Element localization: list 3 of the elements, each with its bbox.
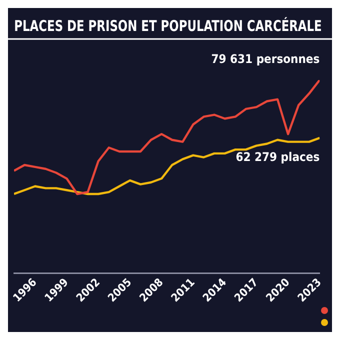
- annotation: 79 631 personnes: [211, 52, 320, 66]
- chart-title: PLACES DE PRISON ET POPULATION CARCÉRALE: [14, 16, 322, 36]
- annotation: 62 279 places: [236, 150, 320, 164]
